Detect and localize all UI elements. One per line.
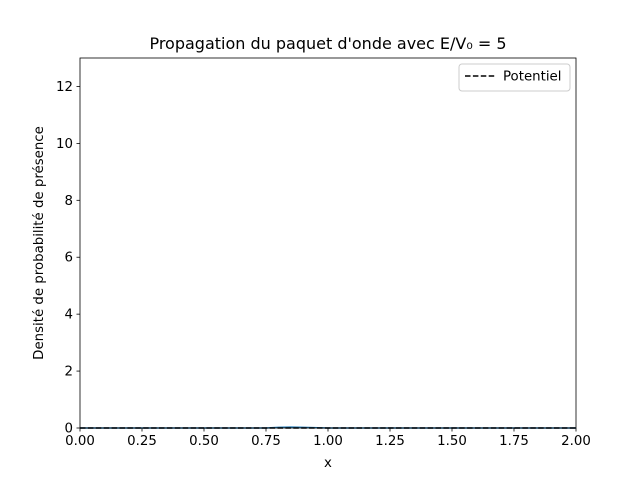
x-axis-label: x: [324, 456, 332, 471]
x-tick-label: 1.00: [313, 434, 343, 449]
legend: Potentiel: [458, 63, 571, 92]
y-axis-label: Densité de probabilité de présence: [31, 126, 47, 360]
x-tick-label: 0.25: [127, 434, 157, 449]
legend-potentiel-label: Potentiel: [503, 70, 561, 85]
y-tick-label: 0: [65, 422, 73, 437]
y-tick-label: 4: [65, 308, 73, 323]
x-tick-label: 1.75: [499, 434, 529, 449]
plot-area: [80, 58, 576, 428]
y-tick-label: 8: [65, 194, 73, 209]
y-tick-label: 2: [65, 365, 73, 380]
y-axis-ticks: 0 2 4 6 8 10 12: [56, 80, 80, 437]
x-tick-label: 1.50: [437, 434, 467, 449]
y-tick-label: 12: [56, 80, 73, 95]
x-tick-label: 0.50: [189, 434, 219, 449]
x-tick-label: 1.25: [375, 434, 405, 449]
chart-title: Propagation du paquet d'onde avec E/V₀ =…: [149, 34, 506, 53]
plot-background: [80, 58, 576, 428]
y-tick-label: 10: [56, 137, 73, 152]
y-tick-label: 6: [65, 251, 73, 266]
x-tick-label: 0.00: [65, 434, 95, 449]
legend-frame: [458, 63, 571, 92]
x-tick-label: 2.00: [561, 434, 591, 449]
x-axis-ticks: 0.00 0.25 0.50 0.75 1.00 1.25 1.50 1.75 2.00: [65, 428, 591, 449]
x-tick-label: 0.75: [251, 434, 281, 449]
